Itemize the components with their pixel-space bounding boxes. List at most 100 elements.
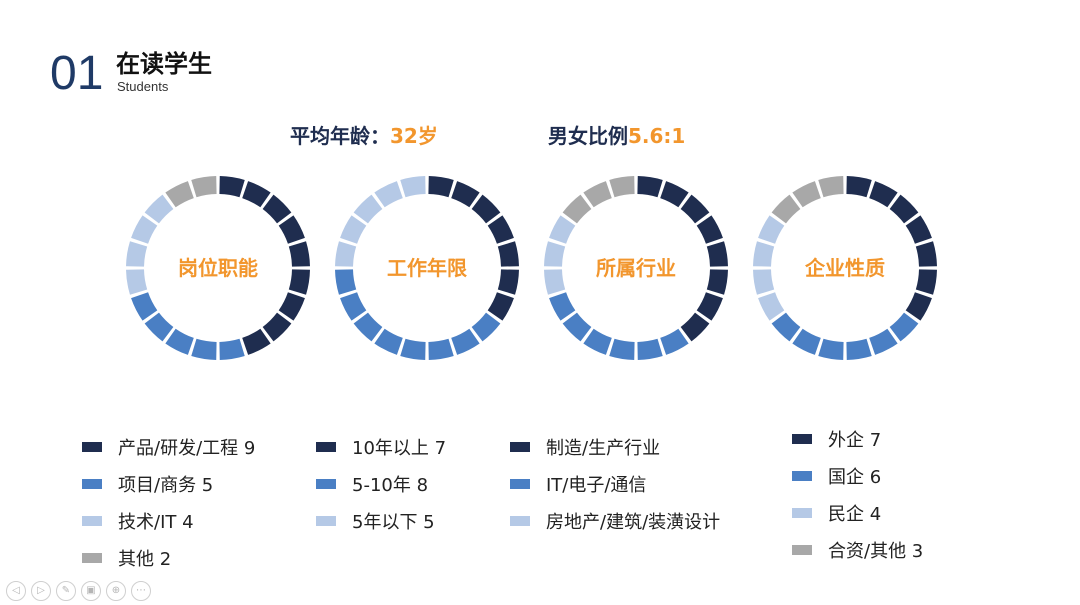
donut-segment bbox=[497, 241, 519, 267]
legend-item: 制造/生产行业 bbox=[510, 428, 720, 465]
donut-segment bbox=[400, 338, 426, 360]
donut-segment bbox=[144, 312, 174, 342]
donut-segment bbox=[846, 338, 872, 360]
legend-label: 技术/IT 4 bbox=[118, 511, 194, 533]
donut-segment bbox=[771, 194, 801, 224]
legend-label: 房地产/建筑/装潢设计 bbox=[546, 511, 721, 533]
donut-segment bbox=[915, 269, 937, 295]
legend-label: 10年以上 7 bbox=[352, 437, 447, 459]
legend-industry: 制造/生产行业 IT/电子/通信房地产/建筑/装潢设计 bbox=[510, 428, 720, 539]
donut-segment bbox=[126, 269, 148, 295]
donut-segment bbox=[451, 181, 480, 208]
donut-segment bbox=[680, 312, 710, 342]
donut-segment bbox=[353, 312, 383, 342]
legend-tenure: 10年以上 7 5-10年 8 5年以下 5 bbox=[316, 428, 446, 539]
slideshow-toolbar: ◁ ▷ ✎ ▣ ⊕ ⋯ bbox=[6, 581, 151, 601]
pen-icon[interactable]: ✎ bbox=[56, 581, 76, 601]
legend-item: 国企 6 bbox=[792, 457, 923, 494]
donut-segment bbox=[696, 215, 723, 244]
donut-segment bbox=[165, 328, 194, 355]
next-icon[interactable]: ▷ bbox=[31, 581, 51, 601]
prev-icon[interactable]: ◁ bbox=[6, 581, 26, 601]
donut-segment bbox=[549, 292, 576, 321]
donut-segment bbox=[165, 181, 194, 208]
gender-ratio-stat: 男女比例5.6:1 bbox=[548, 120, 685, 149]
donut-segment bbox=[583, 181, 612, 208]
donut-segment bbox=[818, 338, 844, 360]
legend-swatch bbox=[792, 433, 812, 444]
donut-segment bbox=[353, 194, 383, 224]
donut-segment bbox=[706, 269, 728, 295]
donut-segment bbox=[278, 215, 305, 244]
legend-label: 民企 4 bbox=[828, 503, 882, 525]
donut-center-label: 所属行业 bbox=[596, 256, 676, 280]
donut-segment bbox=[758, 215, 785, 244]
donut-segment bbox=[544, 241, 566, 267]
donut-segment bbox=[219, 338, 245, 360]
donut-segment bbox=[889, 194, 919, 224]
legend-item: 民企 4 bbox=[792, 494, 923, 531]
legend-swatch bbox=[316, 441, 336, 452]
legend-item: 项目/商务 5 bbox=[82, 465, 255, 502]
donut-segment bbox=[758, 292, 785, 321]
donut-segment bbox=[242, 181, 271, 208]
donut-segment bbox=[562, 194, 592, 224]
legend-item: 外企 7 bbox=[792, 420, 923, 457]
donut-segment bbox=[497, 269, 519, 295]
legend-label: 其他 2 bbox=[118, 548, 172, 570]
donut-segment bbox=[637, 338, 663, 360]
more-icon[interactable]: ⋯ bbox=[131, 581, 151, 601]
donut-segment bbox=[487, 215, 514, 244]
legend-label: IT/电子/通信 bbox=[546, 474, 647, 496]
donut-segment bbox=[889, 312, 919, 342]
donut-segment bbox=[792, 328, 821, 355]
donut-segment bbox=[428, 338, 454, 360]
average-age-stat: 平均年龄：32岁 bbox=[290, 120, 438, 149]
donut-segment bbox=[696, 292, 723, 321]
donut-segment bbox=[288, 241, 310, 267]
legend-label: 国企 6 bbox=[828, 466, 882, 488]
donut-segment bbox=[126, 241, 148, 267]
donut-segment bbox=[660, 181, 689, 208]
legend-swatch bbox=[316, 515, 336, 526]
donut-segment bbox=[219, 176, 245, 198]
donut-segment bbox=[771, 312, 801, 342]
donut-segment bbox=[660, 328, 689, 355]
slides-icon[interactable]: ▣ bbox=[81, 581, 101, 601]
legend-swatch bbox=[510, 478, 530, 489]
legend-swatch bbox=[82, 552, 102, 563]
donut-segment bbox=[340, 292, 367, 321]
donut-segment bbox=[471, 194, 501, 224]
zoom-icon[interactable]: ⊕ bbox=[106, 581, 126, 601]
donut-segment bbox=[792, 181, 821, 208]
donut-segment bbox=[869, 181, 898, 208]
donut-segment bbox=[609, 338, 635, 360]
legend-swatch bbox=[792, 470, 812, 481]
legend-swatch bbox=[792, 544, 812, 555]
section-number: 01 bbox=[50, 47, 104, 100]
legend-label: 合资/其他 3 bbox=[828, 540, 924, 562]
donut-segment bbox=[818, 176, 844, 198]
donut-segment bbox=[706, 241, 728, 267]
average-age-label: 平均年龄： bbox=[290, 124, 390, 148]
legend-item: 5年以下 5 bbox=[316, 502, 446, 539]
gender-ratio-label: 男女比例 bbox=[548, 124, 628, 148]
donut-segment bbox=[191, 176, 217, 198]
donut-center-label: 岗位职能 bbox=[178, 256, 258, 280]
legend-item: 技术/IT 4 bbox=[82, 502, 255, 539]
section-title: 在读学生 bbox=[116, 50, 212, 78]
legend-item: 其他 2 bbox=[82, 539, 255, 576]
donut-segment bbox=[583, 328, 612, 355]
legend-label: 5年以下 5 bbox=[352, 511, 435, 533]
donut-segment bbox=[451, 328, 480, 355]
donut-segment bbox=[144, 194, 174, 224]
legend-label: 项目/商务 5 bbox=[118, 474, 214, 496]
donut-segment bbox=[562, 312, 592, 342]
donut-segment bbox=[340, 215, 367, 244]
donut-segment bbox=[131, 215, 158, 244]
donut-segment bbox=[400, 176, 426, 198]
legend-item: 产品/研发/工程 9 bbox=[82, 428, 255, 465]
donut-segment bbox=[242, 328, 271, 355]
donut-segment bbox=[637, 176, 663, 198]
